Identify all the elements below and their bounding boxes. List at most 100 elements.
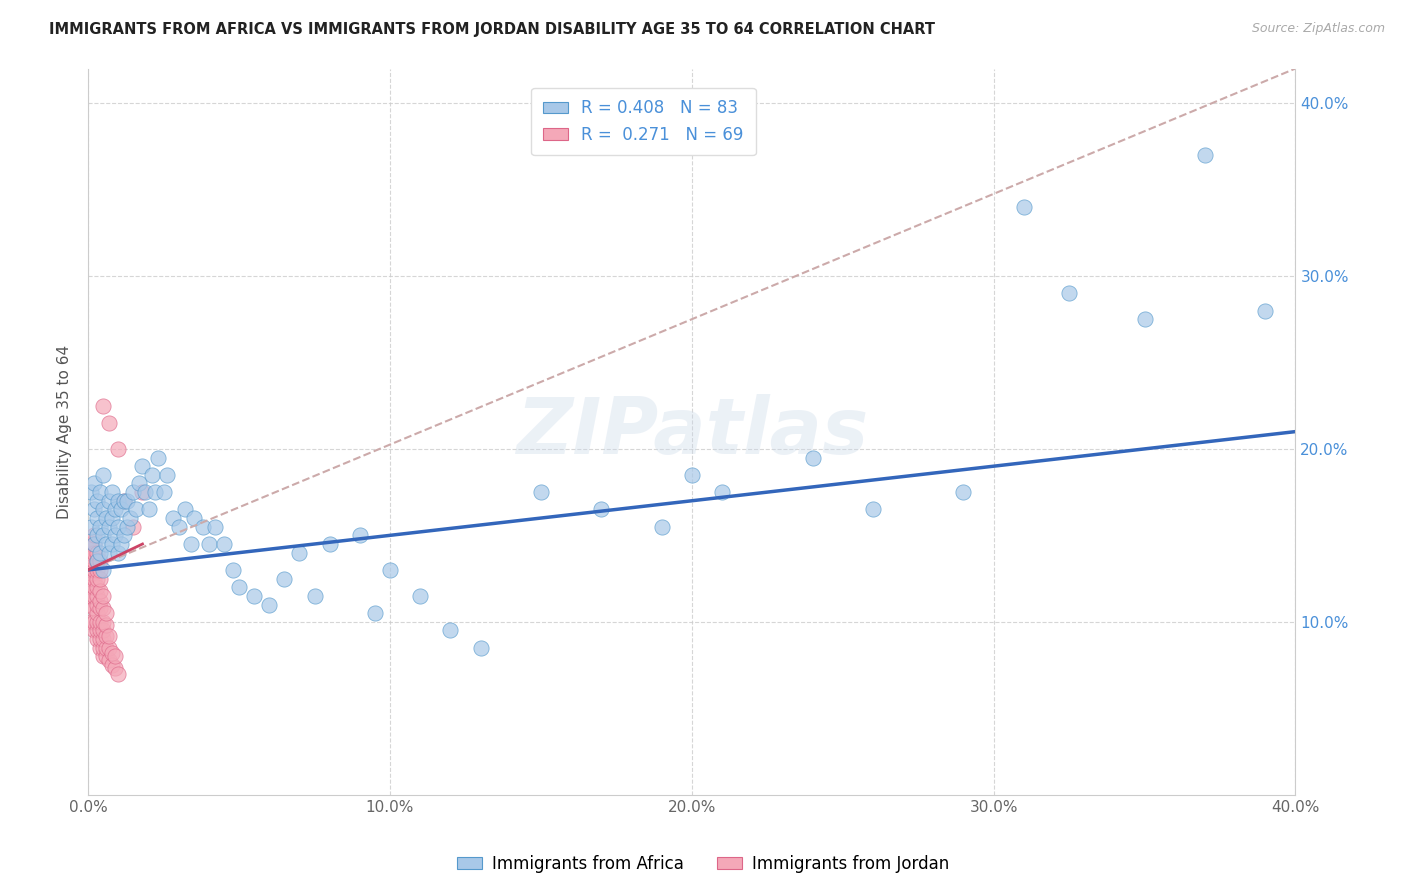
Point [83,554,105,568]
Point [107,546,129,560]
Point [80,615,103,629]
Text: IMMIGRANTS FROM AFRICA VS IMMIGRANTS FROM JORDAN DISABILITY AGE 35 TO 64 CORRELA: IMMIGRANTS FROM AFRICA VS IMMIGRANTS FRO… [49,22,935,37]
Point [91,640,114,655]
Point [143,485,166,500]
Point [98,519,121,533]
Point [89,632,111,646]
Point [98,493,121,508]
Point [243,589,266,603]
Point [89,624,111,638]
Point [222,563,245,577]
Point [104,649,127,664]
Point [86,598,108,612]
Point [83,615,105,629]
Point [122,485,145,500]
Point [91,649,114,664]
Point [288,546,311,560]
Point [86,563,108,577]
Point [89,519,111,533]
Point [1133,312,1156,326]
Point [80,580,103,594]
Point [101,646,124,660]
Point [89,640,111,655]
Point [91,624,114,638]
Point [89,563,111,577]
Point [86,589,108,603]
Point [107,666,129,681]
Point [530,485,553,500]
Point [86,511,108,525]
Point [711,485,734,500]
Point [80,598,103,612]
Point [80,572,103,586]
Point [96,640,118,655]
Point [83,563,105,577]
Point [409,589,432,603]
Point [104,528,127,542]
Point [681,467,703,482]
Point [91,399,114,413]
Point [91,632,114,646]
Point [86,615,108,629]
Point [364,606,387,620]
Point [96,629,118,643]
Point [156,467,179,482]
Point [80,519,103,533]
Point [180,537,202,551]
Point [86,546,108,560]
Point [83,589,105,603]
Point [191,519,214,533]
Point [173,502,195,516]
Point [131,485,153,500]
Point [228,580,250,594]
Point [83,537,105,551]
Point [80,485,103,500]
Point [80,549,103,563]
Point [91,502,114,516]
Point [101,658,124,673]
Point [104,661,127,675]
Point [117,493,139,508]
Point [101,537,124,551]
Point [128,476,150,491]
Text: Source: ZipAtlas.com: Source: ZipAtlas.com [1251,22,1385,36]
Point [96,537,118,551]
Point [89,594,111,608]
Point [80,546,103,560]
Point [378,563,401,577]
Point [86,632,108,646]
Point [83,572,105,586]
Point [83,476,105,491]
Point [470,640,492,655]
Point [80,589,103,603]
Point [91,589,114,603]
Point [591,502,613,516]
Point [1254,303,1277,318]
Point [110,502,132,516]
Point [107,519,129,533]
Point [91,563,114,577]
Point [89,485,111,500]
Point [112,528,135,542]
Point [89,601,111,615]
Point [96,618,118,632]
Point [80,563,103,577]
Point [112,493,135,508]
Point [96,649,118,664]
Point [86,554,108,568]
Point [304,589,326,603]
Point [98,416,121,430]
Point [86,606,108,620]
Legend: R = 0.408   N = 83, R =  0.271   N = 69: R = 0.408 N = 83, R = 0.271 N = 69 [531,87,755,155]
Point [89,546,111,560]
Point [83,624,105,638]
Point [801,450,824,465]
Y-axis label: Disability Age 35 to 64: Disability Age 35 to 64 [58,344,72,518]
Point [204,519,226,533]
Point [83,601,105,615]
Point [1012,200,1035,214]
Point [134,485,156,500]
Point [80,566,103,581]
Point [98,640,121,655]
Point [107,493,129,508]
